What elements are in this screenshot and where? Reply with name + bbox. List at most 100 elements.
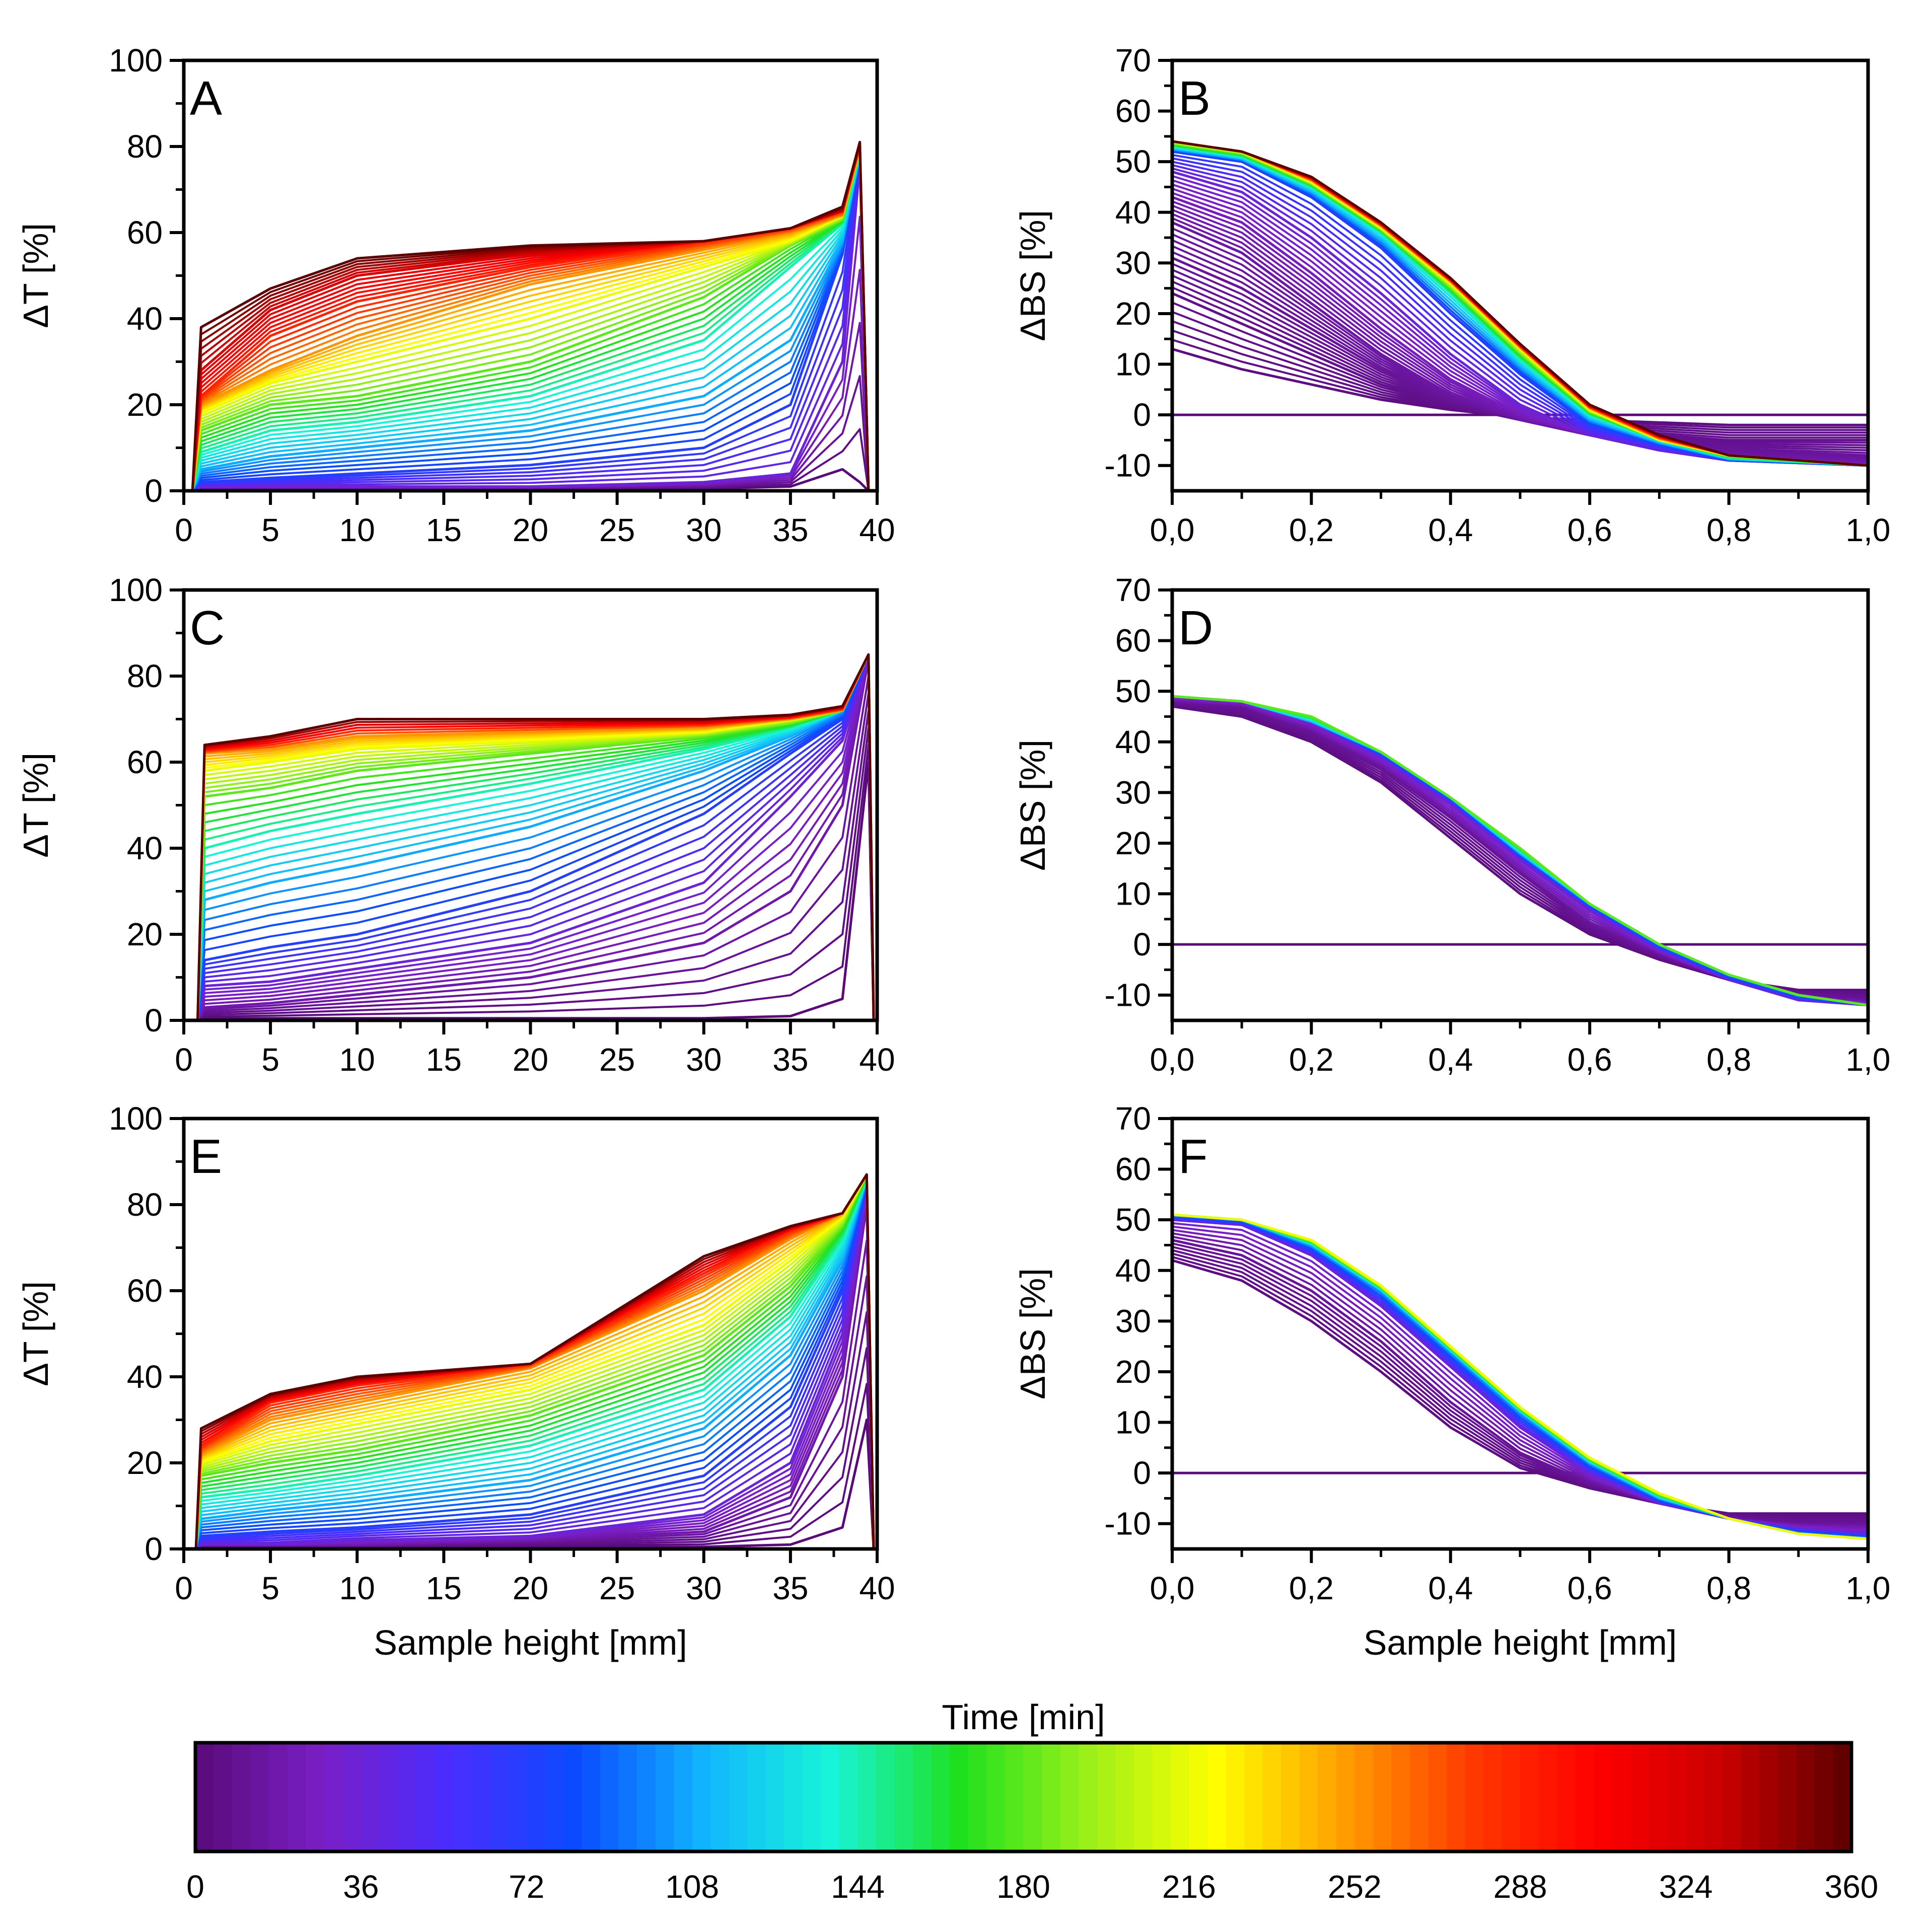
series-line-interp (1172, 1214, 1868, 1539)
colorbar-band (1262, 1743, 1282, 1851)
series-line-interp (1172, 1229, 1868, 1530)
colorbar-band (526, 1743, 546, 1851)
y-tick-label: 0 (145, 1531, 163, 1567)
y-axis: -10 0 10 20 30 40 50 60 70 (1105, 42, 1172, 484)
colorbar: Time [min] 0 36 72 108 144 180 216 252 288 324 360 (186, 1697, 1878, 1905)
colorbar-band (1299, 1743, 1319, 1851)
series-line-interp (1172, 1218, 1868, 1536)
series-line-interp (197, 726, 875, 1020)
x-tick-label: 0,8 (1706, 1042, 1751, 1078)
x-tick-label: 0 (175, 512, 193, 548)
panel-b: 0,0 0,2 0,4 0,6 0,8 1,0 -10 0 10 20 30 40 50 60 70 ΔBS … (1013, 42, 1890, 548)
colorbar-band (674, 1743, 693, 1851)
colorbar-band (1336, 1743, 1355, 1851)
x-axis: 0,0 0,2 0,4 0,6 0,8 1,0 (1150, 491, 1891, 548)
colorbar-band (1042, 1743, 1061, 1851)
series-line-interp (197, 744, 875, 1020)
colorbar-band (1005, 1743, 1024, 1851)
y-tick-label: 40 (1115, 194, 1151, 231)
x-tick-label: 10 (339, 512, 375, 548)
y-tick-label: 0 (145, 473, 163, 509)
colorbar-band (1373, 1743, 1392, 1851)
colorbar-band (931, 1743, 951, 1851)
panel-e: 0 5 10 15 20 25 30 35 40 0 20 40 60 80 100 ΔT [%] Sample… (16, 1100, 895, 1662)
y-tick-label: 60 (1115, 93, 1151, 129)
colorbar-band (1612, 1743, 1631, 1851)
panel-f: 0,0 0,2 0,4 0,6 0,8 1,0 -10 0 10 20 30 40 50 60 70 ΔBS … (1013, 1100, 1890, 1662)
x-tick-label: 1,0 (1846, 512, 1891, 548)
series-line-360min (1172, 140, 1868, 467)
x-tick-label: 25 (599, 512, 635, 548)
colorbar-tick-label: 360 (1825, 1869, 1879, 1905)
colorbar-band (1723, 1743, 1742, 1851)
series-line-interp (196, 656, 875, 1020)
y-tick-label: 10 (1115, 1404, 1151, 1441)
y-tick-label: 20 (1115, 295, 1151, 332)
x-tick-label: 0,6 (1567, 512, 1612, 548)
colorbar-frame (193, 1741, 1853, 1853)
x-tick-label: 40 (859, 1042, 895, 1078)
x-tick-label: 20 (513, 512, 548, 548)
y-axis-label: ΔT [%] (16, 223, 55, 328)
colorbar-tick-label: 324 (1659, 1869, 1713, 1905)
colorbar-band (1060, 1743, 1080, 1851)
colorbar-band (435, 1743, 454, 1851)
panel-d: 0,0 0,2 0,4 0,6 0,8 1,0 -10 0 10 20 30 40 50 60 70 ΔBS … (1013, 572, 1890, 1078)
y-tick-label: 80 (127, 1187, 163, 1223)
colorbar-band (1023, 1743, 1042, 1851)
y-tick-label: 30 (1115, 774, 1151, 810)
series-line-interp (196, 657, 875, 1020)
y-tick-label: 10 (1115, 876, 1151, 912)
colorbar-title: Time [min] (942, 1697, 1105, 1737)
colorbar-band (968, 1743, 987, 1851)
colorbar-band (324, 1743, 343, 1851)
y-axis: 0 20 40 60 80 100 (109, 42, 184, 509)
colorbar-band (655, 1743, 675, 1851)
series-line-360min (196, 653, 875, 1020)
plot-area (194, 1173, 875, 1549)
panel-label: F (1178, 1130, 1208, 1183)
colorbar-band (1170, 1743, 1190, 1851)
colorbar-band (600, 1743, 619, 1851)
x-tick-label: 0,8 (1706, 1570, 1751, 1606)
colorbar-band (1189, 1743, 1208, 1851)
panel-label: E (190, 1130, 222, 1183)
colorbar-band (1777, 1743, 1797, 1851)
x-tick-label: 25 (599, 1570, 635, 1606)
series-line-interp (191, 141, 870, 491)
x-tick-label: 15 (426, 512, 462, 548)
y-axis-label: ΔBS [%] (1013, 210, 1052, 341)
series-line-interp (1172, 1222, 1868, 1533)
colorbar-band (1281, 1743, 1300, 1851)
series-line-interp (191, 141, 870, 491)
colorbar-band (1520, 1743, 1539, 1851)
colorbar-band (950, 1743, 969, 1851)
colorbar-band (1686, 1743, 1705, 1851)
colorbar-band (398, 1743, 417, 1851)
y-axis: -10 0 10 20 30 40 50 60 70 (1105, 1100, 1172, 1542)
y-axis-label: ΔBS [%] (1013, 739, 1052, 871)
colorbar-band (379, 1743, 398, 1851)
series-line-4min (1172, 1259, 1868, 1515)
plot-area (1172, 695, 1868, 1007)
y-tick-label: 60 (1115, 623, 1151, 659)
y-tick-label: 50 (1115, 673, 1151, 709)
series-line-216min (1172, 1213, 1868, 1540)
series-line-interp (196, 655, 875, 1020)
colorbar-band (784, 1743, 803, 1851)
colorbar-tick-label: 108 (665, 1869, 719, 1905)
colorbar-tick-label: 216 (1162, 1869, 1216, 1905)
x-tick-label: 5 (261, 1042, 279, 1078)
y-tick-label: 100 (109, 572, 163, 608)
y-tick-label: 20 (1115, 825, 1151, 861)
y-axis-label: ΔT [%] (16, 1281, 55, 1386)
series-line-interp (1172, 695, 1868, 1006)
colorbar-band (1428, 1743, 1447, 1851)
x-tick-label: 5 (261, 512, 279, 548)
panel-c: 0 5 10 15 20 25 30 35 40 0 20 40 60 80 100 ΔT [%] C (16, 572, 895, 1078)
y-axis-label: ΔT [%] (16, 753, 55, 858)
y-tick-label: 40 (1115, 724, 1151, 760)
colorbar-band (1447, 1743, 1466, 1851)
y-tick-label: 20 (127, 387, 163, 423)
